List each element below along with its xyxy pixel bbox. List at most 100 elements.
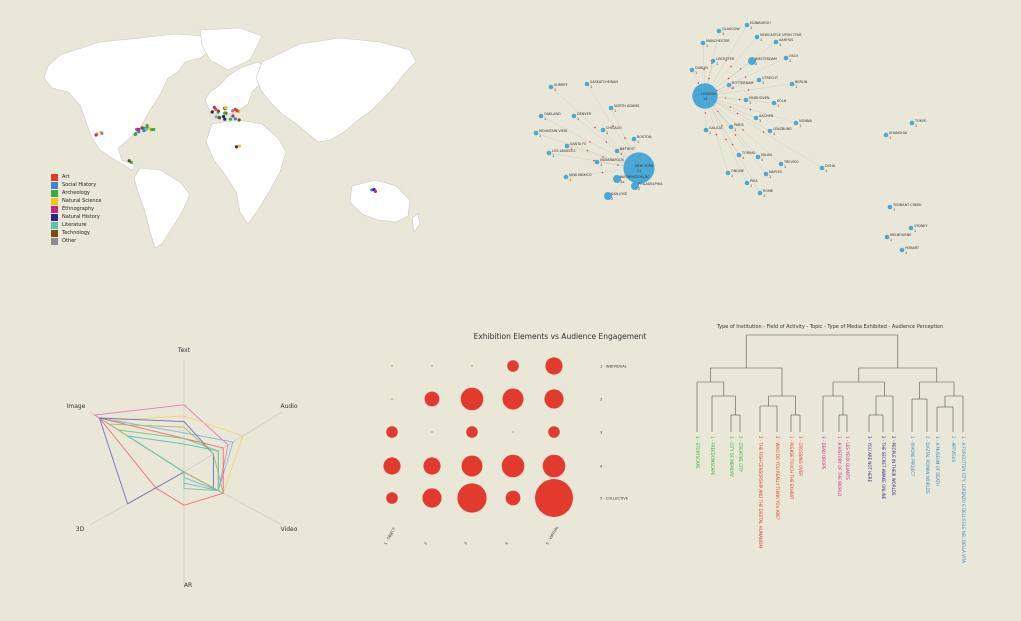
network-node-label: BERLIN bbox=[795, 80, 808, 84]
network-node bbox=[728, 124, 734, 130]
bubble-x-label: 5 - VIRTUAL bbox=[545, 525, 559, 545]
dendrogram-leaf-label: 3 - CITY OF MEMORY bbox=[729, 436, 734, 477]
network-node bbox=[783, 55, 789, 61]
network-node-label: PHILADELPHIA bbox=[638, 182, 663, 186]
network-node-count: 1 bbox=[761, 158, 763, 162]
legend-swatch bbox=[51, 197, 58, 205]
map-marker bbox=[137, 130, 141, 134]
radar-axis-label: Text bbox=[177, 347, 191, 354]
bubble bbox=[548, 426, 560, 438]
network-edge-dot bbox=[762, 131, 765, 133]
bubble bbox=[545, 357, 563, 375]
network-node bbox=[689, 67, 695, 73]
bubble-chart-title: Exhibition Elements vs Audience Engageme… bbox=[474, 332, 647, 341]
network-node bbox=[716, 28, 722, 34]
network-node-count: 1 bbox=[732, 86, 734, 90]
network-node-count: 1 bbox=[554, 88, 556, 92]
network-node-label: SYDNEY bbox=[914, 224, 929, 228]
bubble bbox=[423, 457, 441, 475]
network-node-count: 1 bbox=[890, 238, 892, 242]
network-node-label: NEWCASTLE UPON TYNE bbox=[760, 33, 802, 37]
network-node-count: 1 bbox=[769, 175, 771, 179]
network-node bbox=[789, 81, 795, 87]
network-node-label: NORTH ADAMS bbox=[614, 104, 639, 108]
network-node-label: AMSTERDAM bbox=[755, 57, 777, 61]
network-node-count: 2 bbox=[638, 187, 640, 191]
network-node-label: LOS ANGELES bbox=[552, 149, 575, 153]
dendrogram-leaf-label: 2 - ARTVISUS bbox=[951, 436, 956, 463]
legend-item: Literature bbox=[51, 221, 101, 229]
network-node-label: ONLINE bbox=[731, 169, 744, 173]
africa-shape bbox=[205, 119, 287, 225]
legend-item: Natural Science bbox=[51, 197, 101, 205]
network-edge-dot bbox=[704, 112, 707, 114]
map-marker bbox=[129, 160, 133, 165]
legend-swatch bbox=[51, 229, 58, 237]
dendrogram: 3 - STORYSCAPE 1 - FREEDOMSCAPE 3 - CITY O… bbox=[695, 334, 966, 563]
dendrogram-leaf-label: 1 - LES YEUX QUANTS bbox=[845, 436, 850, 480]
network-node bbox=[793, 120, 799, 126]
network-node-count: 1 bbox=[893, 208, 895, 212]
network-node bbox=[744, 180, 750, 186]
network-node-count: 1 bbox=[570, 147, 572, 151]
network-node bbox=[884, 234, 890, 240]
network-node bbox=[883, 132, 889, 138]
legend-item: Art bbox=[51, 173, 101, 181]
dendrogram-leaf-label: 3 - DEAD DROPS bbox=[821, 436, 826, 470]
network-node-count: 1 bbox=[600, 163, 602, 167]
network-edge-dot bbox=[601, 171, 604, 174]
network-edge-dot bbox=[734, 134, 737, 136]
bubble bbox=[391, 365, 393, 367]
network-node-count: 1 bbox=[606, 131, 608, 135]
network-node bbox=[908, 225, 914, 231]
bubble bbox=[461, 455, 483, 477]
map-marker bbox=[223, 117, 227, 121]
network-node-count: 1 bbox=[914, 229, 916, 233]
network-node-label: MELBOURNE bbox=[890, 233, 911, 237]
legend-label: Natural Science bbox=[62, 198, 102, 204]
network-node-count: 1 bbox=[709, 131, 711, 135]
legend-label: Art bbox=[62, 174, 70, 180]
map-legend: Art Social History Archeology Natural Scien… bbox=[51, 173, 101, 245]
network-node bbox=[767, 128, 773, 134]
network-node bbox=[736, 152, 742, 158]
network-node-label: SANTA FE bbox=[570, 142, 586, 146]
network-node-count: 1 bbox=[620, 152, 622, 156]
network-node bbox=[755, 154, 761, 160]
network-node-label: KÖLN bbox=[777, 98, 787, 103]
legend-item: Social History bbox=[51, 181, 101, 189]
radar-axis-label: AR bbox=[184, 582, 192, 589]
network-node bbox=[614, 148, 620, 154]
bubble-x-label: 1 - OBJECT bbox=[383, 526, 396, 545]
radar-series bbox=[127, 435, 219, 492]
network-node-count: 2 bbox=[611, 197, 613, 201]
network-node-count: 1 bbox=[777, 104, 779, 108]
bubble-chart: 1 - INDIVIDUAL 2 3 4 5 - COLLECTIVE 1 - OBJEC… bbox=[383, 357, 629, 546]
legend-label: Other bbox=[62, 238, 77, 244]
dendrogram-leaf-label: 3 - YOU ARE NOT HERE bbox=[867, 436, 872, 483]
dendrogram-leaf-label: 2 - CREATIVE CITY bbox=[738, 436, 743, 473]
legend-label: Literature bbox=[62, 222, 87, 228]
network-node-label: NAPLES bbox=[769, 170, 782, 174]
network-node-count: 1 bbox=[637, 140, 639, 144]
network-node-count: 1 bbox=[759, 119, 761, 123]
network-node-label: NEW YORK bbox=[635, 164, 654, 168]
network-edge-dot bbox=[589, 141, 591, 143]
bubble-y-label: 4 bbox=[600, 465, 603, 469]
network-edge-dot bbox=[727, 77, 730, 80]
network-node-count: 1 bbox=[773, 132, 775, 136]
world-map bbox=[43, 27, 421, 249]
network-node-count: 1 bbox=[706, 44, 708, 48]
map-marker bbox=[231, 114, 235, 118]
radar-series bbox=[98, 417, 224, 506]
bubble bbox=[466, 426, 478, 438]
network-node-label: PISA bbox=[750, 179, 758, 183]
network-node bbox=[819, 165, 825, 171]
network-edge-dot bbox=[622, 181, 625, 183]
map-marker bbox=[238, 144, 242, 148]
network-node bbox=[631, 182, 639, 190]
network-node bbox=[608, 105, 614, 111]
bubble bbox=[502, 388, 524, 410]
network-node-count: 1 bbox=[760, 38, 762, 42]
